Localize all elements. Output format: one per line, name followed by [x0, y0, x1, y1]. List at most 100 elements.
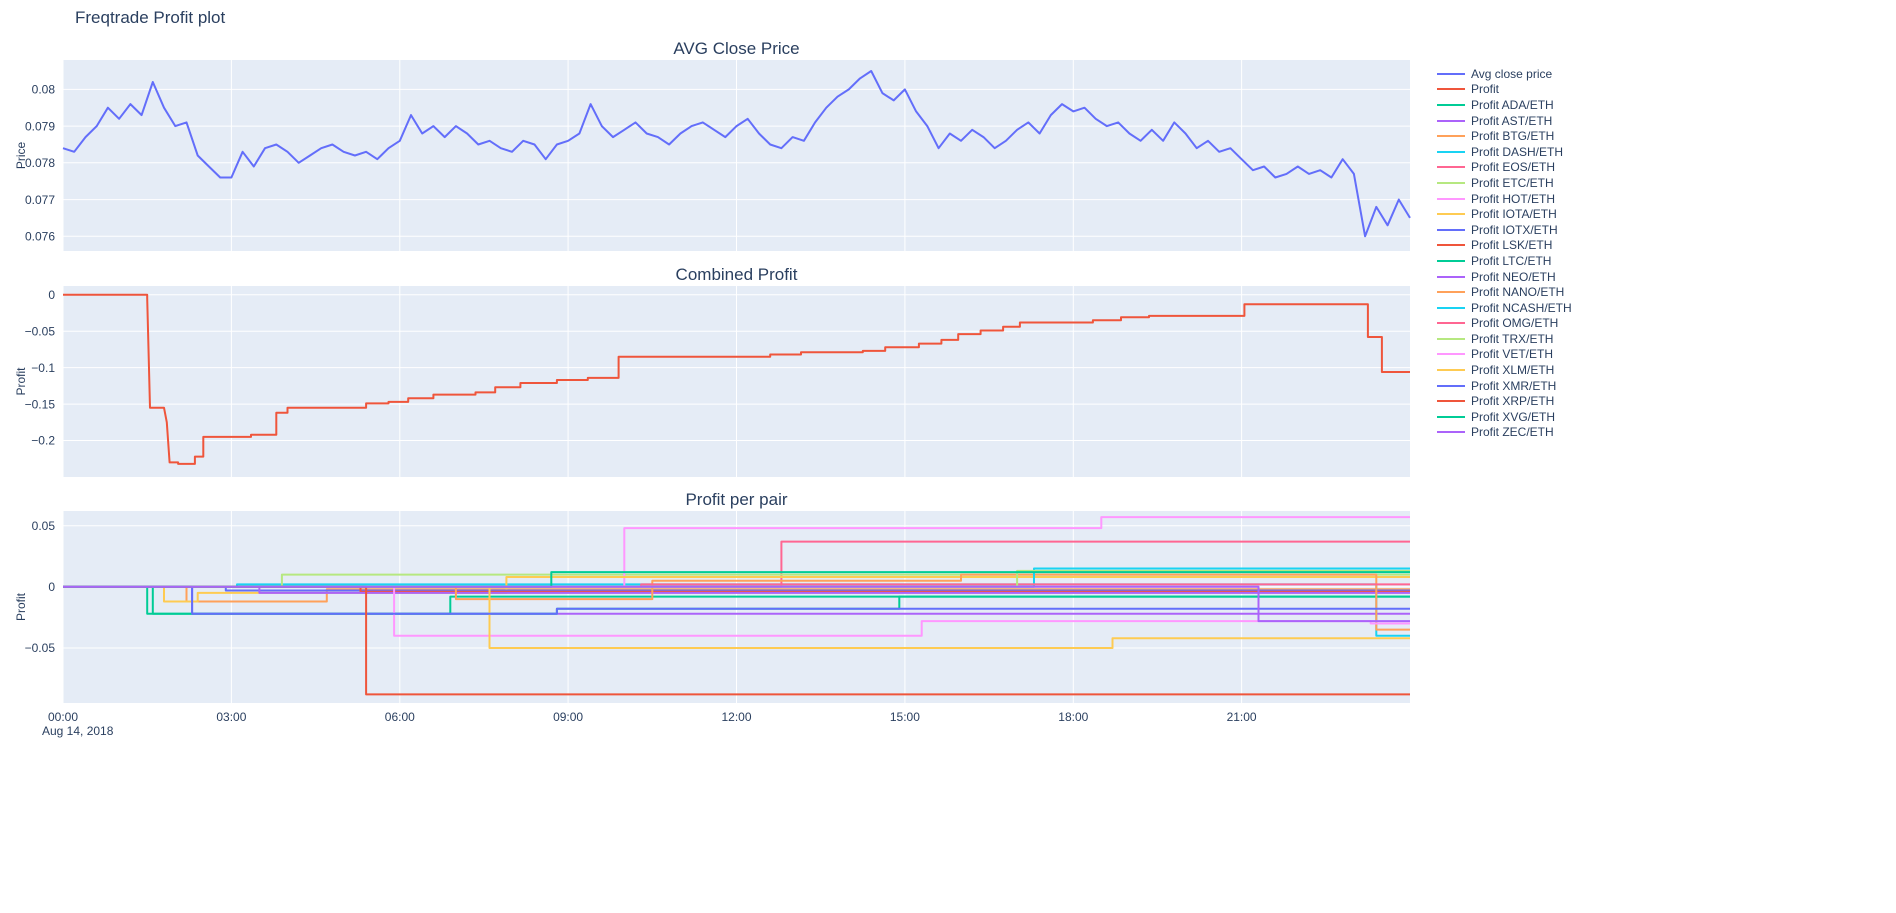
x-tick-label: 12:00: [721, 710, 751, 724]
series-profit-iota-eth: [63, 576, 1410, 603]
legend-label: Profit DASH/ETH: [1471, 144, 1564, 159]
legend-line-sample: [1437, 259, 1465, 262]
legend-label: Profit AST/ETH: [1471, 113, 1553, 128]
legend-label: Profit BTG/ETH: [1471, 129, 1555, 144]
legend-line-sample: [1437, 197, 1465, 200]
legend-item-profit-iota-eth[interactable]: Profit IOTA/ETH: [1437, 206, 1572, 222]
y-axis-title: Profit: [14, 367, 28, 396]
legend-line-sample: [1437, 72, 1465, 75]
series-profit: [63, 293, 1410, 465]
legend-label: Profit ADA/ETH: [1471, 97, 1554, 112]
legend-label: Profit TRX/ETH: [1471, 331, 1554, 346]
legend-item-profit-xlm-eth[interactable]: Profit XLM/ETH: [1437, 362, 1572, 378]
legend-item-profit-eos-eth[interactable]: Profit EOS/ETH: [1437, 160, 1572, 176]
y-tick-label: −0.2: [31, 434, 55, 448]
y-tick-label: −0.05: [25, 641, 56, 655]
legend-item-profit-hot-eth[interactable]: Profit HOT/ETH: [1437, 191, 1572, 207]
x-axis-date-annotation: Aug 14, 2018: [42, 724, 114, 738]
y-tick-label: −0.1: [31, 361, 55, 375]
legend-line-sample: [1437, 415, 1465, 418]
y-tick-label: 0.078: [25, 156, 55, 170]
series-profit-vet-eth: [63, 585, 1410, 637]
legend-line-sample: [1437, 353, 1465, 356]
subplot-title: AVG Close Price: [673, 39, 799, 58]
y-tick-label: −0.05: [25, 324, 56, 338]
legend-item-profit-vet-eth[interactable]: Profit VET/ETH: [1437, 347, 1572, 363]
legend-line-sample: [1437, 384, 1465, 387]
y-tick-label: 0.079: [25, 119, 55, 133]
x-tick-label: 21:00: [1227, 710, 1257, 724]
y-axis-title: Profit: [14, 592, 28, 621]
legend-line-sample: [1437, 150, 1465, 153]
legend-label: Profit XRP/ETH: [1471, 394, 1555, 409]
legend-label: Profit LSK/ETH: [1471, 238, 1553, 253]
legend-item-profit-ncash-eth[interactable]: Profit NCASH/ETH: [1437, 300, 1572, 316]
legend-label: Profit OMG/ETH: [1471, 316, 1559, 331]
legend-label: Profit LTC/ETH: [1471, 253, 1552, 268]
legend-item-avg-close-price[interactable]: Avg close price: [1437, 66, 1572, 82]
legend-label: Profit NEO/ETH: [1471, 269, 1556, 284]
legend-label: Profit XVG/ETH: [1471, 409, 1556, 424]
legend-item-profit-btg-eth[interactable]: Profit BTG/ETH: [1437, 128, 1572, 144]
page-title: Freqtrade Profit plot: [75, 8, 226, 27]
legend-item-profit-xvg-eth[interactable]: Profit XVG/ETH: [1437, 409, 1572, 425]
legend-label: Profit NANO/ETH: [1471, 285, 1565, 300]
legend-item-profit-xmr-eth[interactable]: Profit XMR/ETH: [1437, 378, 1572, 394]
legend-label: Profit IOTX/ETH: [1471, 222, 1558, 237]
legend-line-sample: [1437, 322, 1465, 325]
legend-item-profit-neo-eth[interactable]: Profit NEO/ETH: [1437, 269, 1572, 285]
legend-line-sample: [1437, 306, 1465, 309]
y-axis-title: Price: [14, 142, 28, 170]
legend-line-sample: [1437, 291, 1465, 294]
legend-item-profit-ada-eth[interactable]: Profit ADA/ETH: [1437, 97, 1572, 113]
legend-label: Profit XMR/ETH: [1471, 378, 1557, 393]
legend-line-sample: [1437, 88, 1465, 91]
legend-line-sample: [1437, 431, 1465, 434]
legend-item-profit-lsk-eth[interactable]: Profit LSK/ETH: [1437, 238, 1572, 254]
x-tick-label: 18:00: [1058, 710, 1088, 724]
legend-label: Profit VET/ETH: [1471, 347, 1554, 362]
legend-label: Profit XLM/ETH: [1471, 363, 1555, 378]
x-tick-label: 09:00: [553, 710, 583, 724]
legend-item-profit-ast-eth[interactable]: Profit AST/ETH: [1437, 113, 1572, 129]
legend-label: Profit HOT/ETH: [1471, 191, 1556, 206]
legend-item-profit-xrp-eth[interactable]: Profit XRP/ETH: [1437, 393, 1572, 409]
legend-item-profit[interactable]: Profit: [1437, 82, 1572, 98]
legend-item-profit-dash-eth[interactable]: Profit DASH/ETH: [1437, 144, 1572, 160]
y-tick-label: −0.15: [25, 397, 56, 411]
chart-avg-close-price[interactable]: 0.076 0.077 0.078 0.079 0.08 AVG Close Price P…: [0, 38, 1430, 253]
legend-line-sample: [1437, 213, 1465, 216]
subplot-title: Profit per pair: [685, 490, 787, 509]
legend-line-sample: [1437, 275, 1465, 278]
legend-label: Profit EOS/ETH: [1471, 160, 1556, 175]
legend-label: Profit ZEC/ETH: [1471, 425, 1554, 440]
legend-item-profit-zec-eth[interactable]: Profit ZEC/ETH: [1437, 425, 1572, 441]
legend-line-sample: [1437, 337, 1465, 340]
legend-item-profit-ltc-eth[interactable]: Profit LTC/ETH: [1437, 253, 1572, 269]
y-tick-label: 0.077: [25, 193, 55, 207]
legend-item-profit-omg-eth[interactable]: Profit OMG/ETH: [1437, 316, 1572, 332]
legend-line-sample: [1437, 103, 1465, 106]
series-profit-nano-eth: [63, 573, 1410, 631]
legend-line-sample: [1437, 400, 1465, 403]
legend-line-sample: [1437, 135, 1465, 138]
x-tick-label: 03:00: [216, 710, 246, 724]
legend-label: Profit NCASH/ETH: [1471, 300, 1572, 315]
legend-item-profit-etc-eth[interactable]: Profit ETC/ETH: [1437, 175, 1572, 191]
y-tick-label: 0.05: [32, 519, 56, 533]
legend-label: Avg close price: [1471, 66, 1553, 81]
x-tick-label: 15:00: [890, 710, 920, 724]
y-tick-label: 0.076: [25, 230, 55, 244]
legend-line-sample: [1437, 166, 1465, 169]
chart-combined-profit[interactable]: 0 −0.05 −0.1 −0.15 −0.2 Combined Profit Profit: [0, 264, 1430, 479]
legend-label: Profit: [1471, 82, 1500, 97]
series-avg-close-price: [62, 70, 1411, 238]
legend-item-profit-trx-eth[interactable]: Profit TRX/ETH: [1437, 331, 1572, 347]
chart-profit-per-pair[interactable]: 0.05 0 −0.05 00:00 03:00 06:00 09:00 12:00 15:00…: [0, 489, 1430, 739]
legend: Avg close price Profit Profit ADA/ETH Profi…: [1437, 66, 1572, 440]
y-tick-label: 0.08: [32, 83, 56, 97]
legend-label: Profit ETC/ETH: [1471, 175, 1554, 190]
legend-item-profit-iotx-eth[interactable]: Profit IOTX/ETH: [1437, 222, 1572, 238]
legend-item-profit-nano-eth[interactable]: Profit NANO/ETH: [1437, 284, 1572, 300]
y-tick-label: 0: [48, 288, 55, 302]
